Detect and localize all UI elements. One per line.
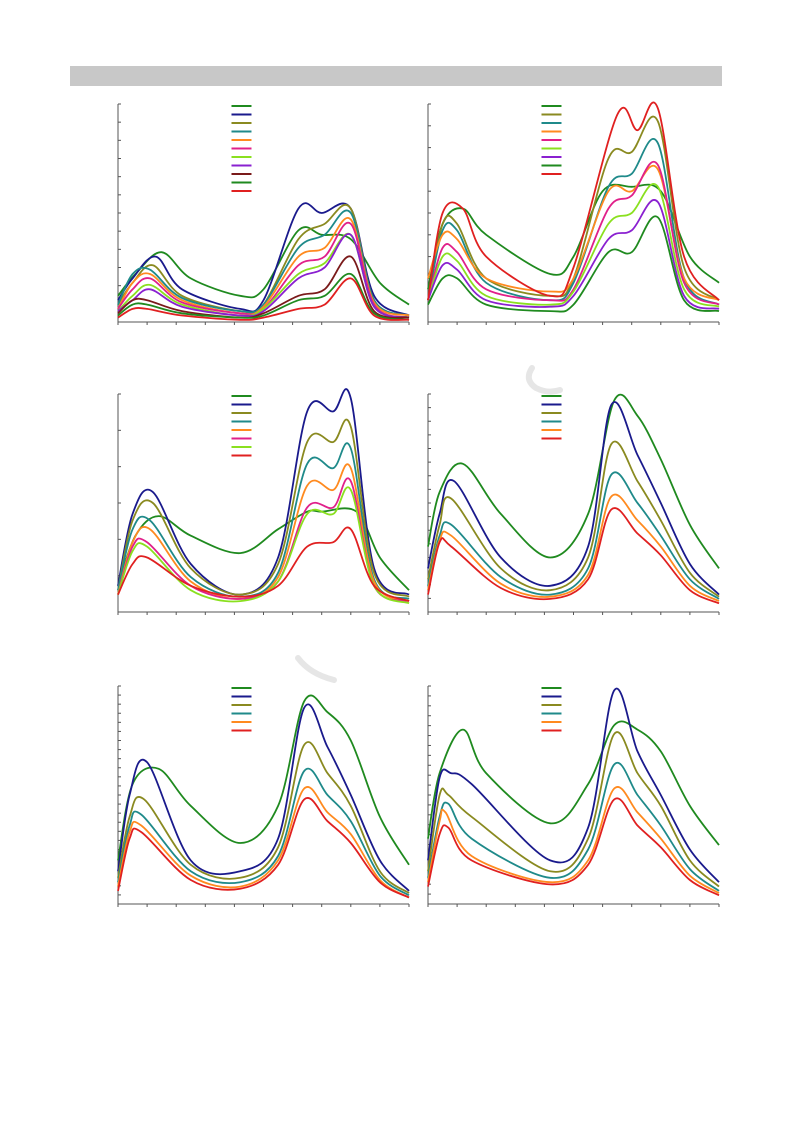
series-line-2: [427, 687, 720, 883]
series-line-2: [427, 401, 720, 596]
chart-svg: [427, 685, 720, 907]
series-line-3: [427, 138, 720, 306]
series-line-11: [117, 277, 410, 321]
chart-panel-3: [104, 388, 410, 624]
series-line-7: [117, 486, 410, 605]
series-line-3: [117, 418, 410, 598]
series-line-4: [427, 471, 720, 600]
series-line-4: [427, 165, 720, 302]
chart-panel-1: [104, 98, 410, 334]
series-line-2: [117, 388, 410, 596]
chart-svg: [427, 101, 720, 325]
series-line-5: [427, 785, 720, 894]
series-line-5: [427, 161, 720, 306]
chart-svg: [427, 393, 720, 615]
series-line-6: [427, 183, 720, 308]
series-line-1: [427, 393, 720, 569]
series-line-2: [427, 115, 720, 301]
series-line-5: [427, 493, 720, 602]
chart-panel-5: [104, 680, 410, 916]
series-line-5: [117, 786, 410, 899]
chart-panel-2: [414, 98, 720, 334]
series-line-6: [427, 797, 720, 897]
series-line-8: [427, 215, 720, 313]
series-line-9: [117, 255, 410, 319]
series-line-8: [117, 526, 410, 602]
series-line-3: [427, 440, 720, 598]
series-line-8: [117, 233, 410, 319]
series-line-1: [427, 183, 720, 290]
series-line-4: [117, 209, 410, 317]
series-line-6: [427, 507, 720, 605]
series-line-9: [427, 101, 720, 301]
chart-svg: [117, 388, 410, 615]
series-line-3: [117, 741, 410, 894]
series-line-4: [117, 442, 410, 600]
series-line-1: [427, 720, 720, 846]
series-line-2: [117, 703, 410, 892]
series-line-10: [117, 273, 410, 321]
series-line-5: [117, 463, 410, 602]
series-line-7: [427, 199, 720, 310]
chart-panel-4: [414, 388, 720, 624]
header-bar: [70, 66, 722, 86]
chart-svg: [117, 685, 410, 907]
chart-svg: [117, 103, 410, 325]
series-line-6: [117, 797, 410, 899]
chart-panel-6: [414, 680, 720, 916]
series-line-4: [427, 761, 720, 892]
series-line-4: [117, 767, 410, 897]
watermark-mark-1: [525, 365, 563, 395]
series-line-3: [427, 731, 720, 888]
watermark-mark-2: [295, 655, 337, 683]
